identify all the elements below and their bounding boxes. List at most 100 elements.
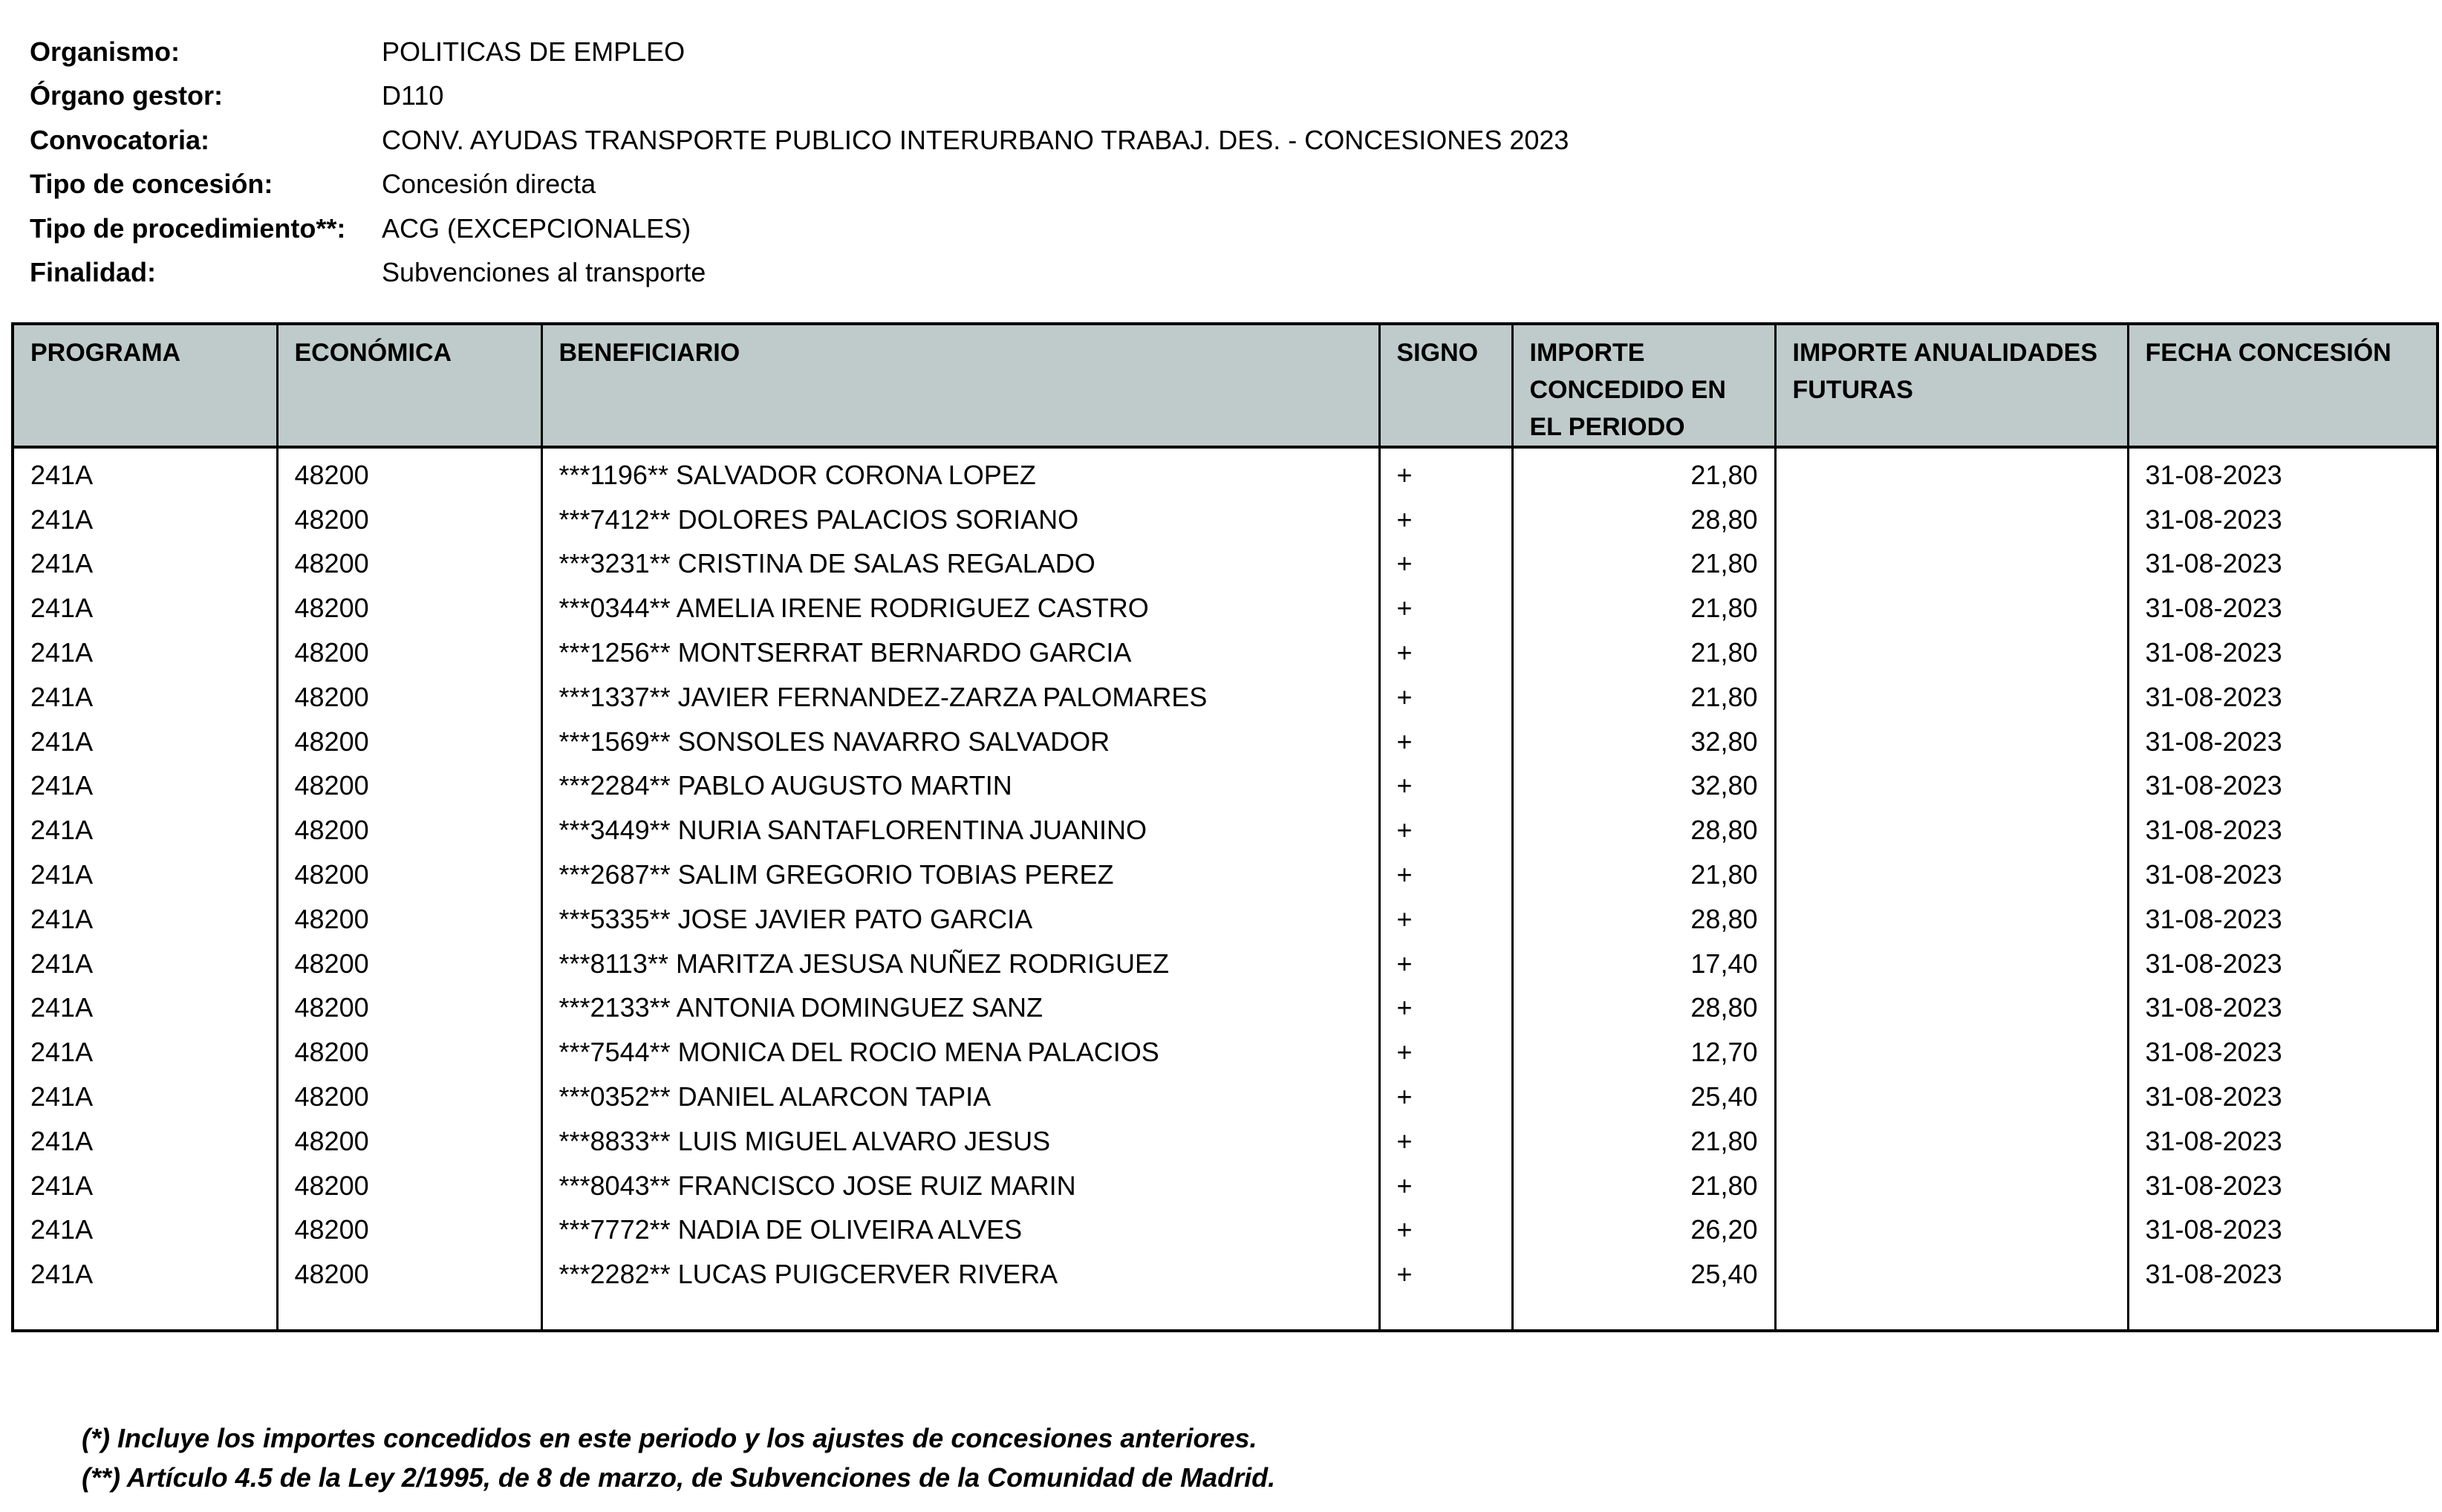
cell-fecha-concesion: 31-08-2023 [2126, 941, 2438, 986]
cell-beneficiario: ***1256** MONTSERRAT BERNARDO GARCIA [540, 630, 1379, 675]
cell-signo: + [1378, 763, 1512, 809]
column-header: SIGNO [1378, 324, 1512, 449]
cell-programa: 241A [30, 859, 94, 890]
cell-economica: 48200 [276, 541, 541, 587]
cell-importe-anualidades [1774, 985, 2128, 1031]
cell-programa: 241A [30, 593, 94, 624]
cell-importe-anualidades [1774, 447, 2128, 498]
cell-importe-anualidades [1774, 674, 2128, 720]
meta-label: Convocatoria: [30, 124, 210, 155]
cell-economica: 48200 [276, 985, 541, 1031]
cell-importe-anualidades [1774, 541, 2128, 587]
cell-fecha-concesion: 31-08-2023 [2126, 447, 2438, 498]
cell-beneficiario: ***2133** ANTONIA DOMINGUEZ SANZ [540, 985, 1379, 1031]
cell-programa: 241A [30, 637, 94, 668]
cell-importe-anualidades [1774, 630, 2128, 675]
cell-importe-concedido: 28,80 [1511, 497, 1775, 542]
cell-importe-concedido: 32,80 [1511, 719, 1775, 764]
cell-signo: + [1378, 541, 1512, 587]
cell-economica: 48200 [276, 447, 541, 498]
cell-economica: 48200 [276, 941, 541, 986]
cell-importe-concedido: 28,80 [1511, 985, 1775, 1031]
empty-cell [2126, 1297, 2438, 1332]
table-row: 241A 48200 ***7772** NADIA DE OLIVEIRA ALV… [13, 1208, 2438, 1253]
cell-beneficiario: ***8833** LUIS MIGUEL ALVARO JESUS [540, 1118, 1379, 1164]
cell-signo: + [1378, 985, 1512, 1031]
cell-importe-anualidades [1774, 1252, 2128, 1297]
cell-programa: 241A [30, 815, 94, 846]
cell-importe-anualidades [1774, 1075, 2128, 1119]
meta-row: Tipo de procedimiento**: ACG (EXCEPCIONAL… [30, 206, 1569, 251]
cell-signo: + [1378, 941, 1512, 986]
cell-beneficiario: ***3231** CRISTINA DE SALAS REGALADO [540, 541, 1379, 587]
table-row: 241A 48200 ***2282** LUCAS PUIGCERVER RIVE… [13, 1252, 2438, 1297]
cell-programa: 241A [30, 681, 94, 712]
cell-importe-concedido: 21,80 [1511, 447, 1775, 498]
cell-signo: + [1378, 896, 1512, 942]
footnote-procedimiento: (**) Artículo 4.5 de la Ley 2/1995, de 8… [82, 1462, 1276, 1493]
cell-importe-anualidades [1774, 1163, 2128, 1208]
cell-economica: 48200 [276, 719, 541, 764]
table-spacer-row [13, 1297, 2438, 1332]
meta-value: ACG (EXCEPCIONALES) [382, 212, 691, 244]
empty-cell [540, 1297, 1379, 1332]
meta-value: Concesión directa [382, 169, 596, 200]
cell-signo: + [1378, 497, 1512, 542]
cell-programa: 241A [30, 459, 94, 490]
cell-programa: 241A [30, 504, 94, 535]
cell-programa: 241A [30, 1170, 94, 1201]
cell-signo: + [1378, 630, 1512, 675]
cell-fecha-concesion: 31-08-2023 [2126, 497, 2438, 542]
empty-cell [276, 1297, 541, 1332]
meta-row: Finalidad: Subvenciones al transporte [30, 251, 1569, 296]
cell-economica: 48200 [276, 1075, 541, 1119]
meta-row: Órgano gestor: D110 [30, 74, 1569, 119]
column-header: ECONÓMICA [276, 324, 541, 449]
table-row: 241A 48200 ***5335** JOSE JAVIER PATO GARC… [13, 896, 2438, 942]
cell-signo: + [1378, 674, 1512, 720]
column-header: BENEFICIARIO [540, 324, 1379, 449]
cell-importe-concedido: 12,70 [1511, 1030, 1775, 1075]
cell-programa: 241A [30, 770, 94, 801]
meta-label: Organismo: [30, 36, 180, 67]
cell-fecha-concesion: 31-08-2023 [2126, 1208, 2438, 1253]
cell-programa: 241A [30, 1081, 94, 1112]
cell-economica: 48200 [276, 808, 541, 853]
cell-fecha-concesion: 31-08-2023 [2126, 1252, 2438, 1297]
meta-label: Tipo de concesión: [30, 169, 273, 200]
meta-row: Convocatoria: CONV. AYUDAS TRANSPORTE PUB… [30, 118, 1569, 163]
cell-fecha-concesion: 31-08-2023 [2126, 719, 2438, 764]
cell-beneficiario: ***0352** DANIEL ALARCON TAPIA [540, 1075, 1379, 1119]
meta-value: POLITICAS DE EMPLEO [382, 36, 686, 67]
cell-signo: + [1378, 586, 1512, 631]
cell-beneficiario: ***2284** PABLO AUGUSTO MARTIN [540, 763, 1379, 809]
cell-importe-concedido: 26,20 [1511, 1208, 1775, 1253]
meta-row: Organismo: POLITICAS DE EMPLEO [30, 30, 1569, 74]
cell-importe-anualidades [1774, 586, 2128, 631]
cell-programa: 241A [30, 1037, 94, 1068]
footnote-importe: (*) Incluye los importes concedidos en e… [82, 1423, 1257, 1453]
cell-fecha-concesion: 31-08-2023 [2126, 1163, 2438, 1208]
cell-economica: 48200 [276, 1030, 541, 1075]
cell-fecha-concesion: 31-08-2023 [2126, 853, 2438, 897]
cell-importe-concedido: 28,80 [1511, 896, 1775, 942]
table-row: 241A 48200 ***0344** AMELIA IRENE RODRIGUE… [13, 586, 2438, 631]
cell-importe-anualidades [1774, 497, 2128, 542]
cell-importe-concedido: 25,40 [1511, 1252, 1775, 1297]
cell-importe-anualidades [1774, 853, 2128, 897]
column-header: IMPORTE CONCEDIDO EN EL PERIODO [1511, 324, 1775, 449]
cell-importe-concedido: 21,80 [1511, 674, 1775, 720]
table-row: 241A 48200 ***0352** DANIEL ALARCON TAPIA +… [13, 1075, 2438, 1119]
cell-signo: + [1378, 808, 1512, 853]
cell-importe-anualidades [1774, 941, 2128, 986]
table-row: 241A 48200 ***1569** SONSOLES NAVARRO SALV… [13, 719, 2438, 764]
table-row: 241A 48200 ***7412** DOLORES PALACIOS SORI… [13, 497, 2438, 542]
cell-economica: 48200 [276, 674, 541, 720]
cell-economica: 48200 [276, 853, 541, 897]
cell-beneficiario: ***8113** MARITZA JESUSA NUÑEZ RODRIGUEZ [540, 941, 1379, 986]
cell-programa: 241A [30, 903, 94, 934]
table-row: 241A 48200 ***1196** SALVADOR CORONA LOPEZ… [13, 447, 2438, 498]
cell-importe-anualidades [1774, 1118, 2128, 1164]
cell-fecha-concesion: 31-08-2023 [2126, 674, 2438, 720]
cell-economica: 48200 [276, 896, 541, 942]
